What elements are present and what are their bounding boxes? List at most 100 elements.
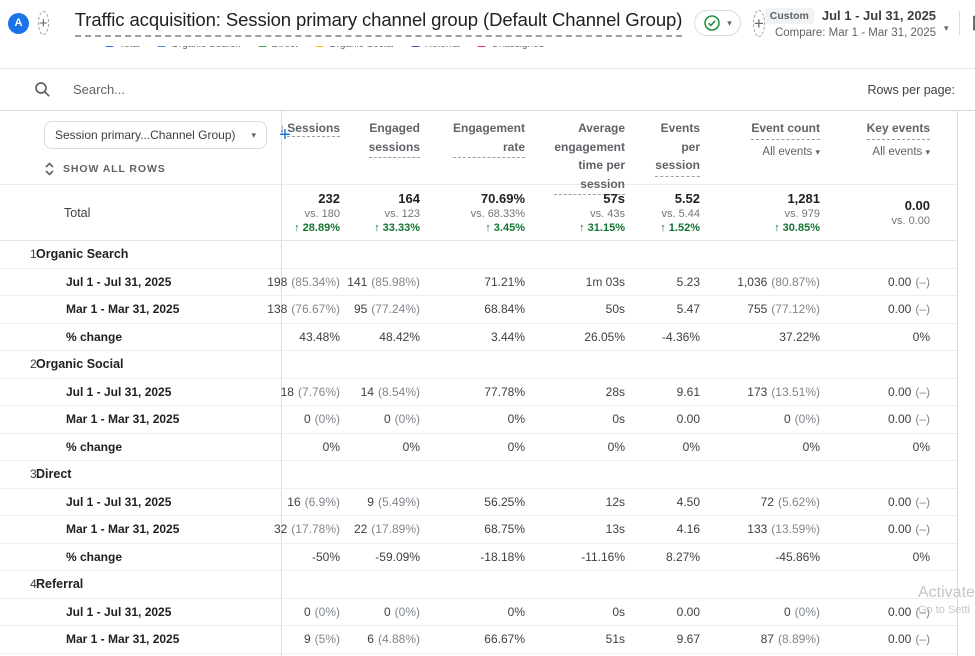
metric-value: -50% xyxy=(312,550,340,564)
chevron-down-icon[interactable]: ▾ xyxy=(944,24,949,33)
metric-cell: 87(8.89%) xyxy=(708,626,828,653)
metric-value: 9 xyxy=(304,632,311,646)
add-report-button[interactable]: + xyxy=(753,10,765,37)
column-header-engaged[interactable]: Engaged sessions xyxy=(348,111,428,195)
date-label-cell: Mar 1 - Mar 31, 2025 xyxy=(0,296,282,323)
metric-cell: 4.16 xyxy=(633,516,708,543)
chevron-down-icon: ▾ xyxy=(252,131,257,140)
metric-value: 0 xyxy=(384,412,391,426)
show-all-rows-button[interactable]: SHOW ALL ROWS xyxy=(44,162,166,176)
empty-metric-cell xyxy=(708,571,828,598)
chevron-down-icon: ▾ xyxy=(815,147,820,157)
account-avatar[interactable]: A xyxy=(8,13,29,34)
metric-value: 755 xyxy=(747,302,767,316)
dimension-dropdown[interactable]: Session primary...Channel Group) ▾ xyxy=(44,121,267,149)
metric-share-value: (85.98%) xyxy=(371,275,420,289)
total-vs-value: vs. 68.33% xyxy=(471,208,525,220)
metric-value: 0% xyxy=(913,440,930,454)
metric-cell: 9.67 xyxy=(633,626,708,653)
metric-value: 0.00 xyxy=(888,412,911,426)
metric-cell: 9.61 xyxy=(633,379,708,406)
legend-item-organic-search[interactable]: Organic Search xyxy=(157,46,240,50)
metric-cell: 71.21% xyxy=(428,269,533,296)
search-input[interactable] xyxy=(73,82,373,97)
empty-metric-cell xyxy=(348,461,428,488)
metric-cell: 138(76.67%) xyxy=(282,296,348,323)
empty-metric-cell xyxy=(828,571,958,598)
metric-cell: 22(17.89%) xyxy=(348,516,428,543)
pct-change-row: % change0%0%0%0%0%0%0% xyxy=(0,434,957,462)
empty-metric-cell xyxy=(708,351,828,378)
metric-cell: 72(5.62%) xyxy=(708,489,828,516)
column-header-events[interactable]: Events per session xyxy=(633,111,708,195)
channel-group-row[interactable]: 3Direct xyxy=(0,461,957,489)
metric-cell: 0.00(–) xyxy=(828,626,958,653)
metric-cell: -11.16% xyxy=(533,544,633,571)
metric-cell: 0.00(–) xyxy=(828,406,958,433)
date-row: Mar 1 - Mar 31, 20259(5%)6(4.88%)66.67%5… xyxy=(0,626,957,654)
legend-item-organic-social[interactable]: Organic Social xyxy=(315,46,394,50)
notes-icon[interactable] xyxy=(970,13,975,33)
empty-metric-cell xyxy=(633,461,708,488)
metric-value: 138 xyxy=(267,302,287,316)
metric-share-value: (0%) xyxy=(315,605,340,619)
channel-group-row[interactable]: 1Organic Search xyxy=(0,241,957,269)
total-change-value: ↑ 33.33% xyxy=(374,222,420,234)
date-label-cell: Jul 1 - Jul 31, 2025 xyxy=(0,489,282,516)
report-status-dropdown[interactable]: ▾ xyxy=(694,10,741,36)
dimension-header-cell: Session primary...Channel Group) ▾ + SHO… xyxy=(0,111,282,195)
column-header-event-count[interactable]: Event countAll events ▾ xyxy=(708,111,828,195)
channel-group-cell: 1Organic Search xyxy=(0,241,282,268)
add-comparison-button[interactable]: + xyxy=(38,11,49,35)
legend-item-direct[interactable]: Direct xyxy=(258,46,298,50)
empty-metric-cell xyxy=(633,571,708,598)
empty-metric-cell xyxy=(533,241,633,268)
metric-cell: 68.84% xyxy=(428,296,533,323)
channel-group-cell: 2Organic Social xyxy=(0,351,282,378)
metric-cell: 0% xyxy=(828,434,958,461)
channel-group-row[interactable]: 4Referral xyxy=(0,571,957,599)
page-title[interactable]: Traffic acquisition: Session primary cha… xyxy=(75,9,683,37)
analytics-report-page: A + Traffic acquisition: Session primary… xyxy=(0,0,975,656)
metric-cell: 755(77.12%) xyxy=(708,296,828,323)
divider xyxy=(959,11,960,35)
pct-change-row: % change-50%-59.09%-18.18%-11.16%8.27%-4… xyxy=(0,544,957,572)
empty-metric-cell xyxy=(828,241,958,268)
column-header-key-events[interactable]: Key eventsAll events ▾ xyxy=(828,111,958,195)
metric-cell: 0s xyxy=(533,406,633,433)
metric-value: -11.16% xyxy=(581,550,625,564)
legend-item-referral[interactable]: Referral xyxy=(411,46,461,50)
channel-group-row[interactable]: 2Organic Social xyxy=(0,351,957,379)
metric-cell: 0.00(–) xyxy=(828,269,958,296)
metric-share-value: (8.54%) xyxy=(378,385,420,399)
metric-cell: 0.00(–) xyxy=(828,296,958,323)
total-metric-cell: 5.52vs. 5.44↑ 1.52% xyxy=(633,185,708,240)
metric-value: 0 xyxy=(784,605,791,619)
metric-share-value: (17.89%) xyxy=(371,522,420,536)
metric-cell: 0(0%) xyxy=(282,406,348,433)
pct-change-row: % change43.48%48.42%3.44%26.05%-4.36%37.… xyxy=(0,324,957,352)
metric-cell: 95(77.24%) xyxy=(348,296,428,323)
legend-item-unassigned[interactable]: Unassigned xyxy=(477,46,544,50)
chevron-down-icon: ▾ xyxy=(925,147,930,157)
date-range-display[interactable]: Custom Jul 1 - Jul 31, 2025 Compare: Mar… xyxy=(765,8,936,39)
metric-selector[interactable]: All events ▾ xyxy=(872,144,930,162)
legend-item-total[interactable]: Total xyxy=(105,46,140,50)
metric-selector[interactable]: All events ▾ xyxy=(762,144,820,162)
metric-value: 13s xyxy=(606,522,625,536)
rows-per-page-label: Rows per page: xyxy=(867,83,975,97)
date-row: Jul 1 - Jul 31, 202518(7.76%)14(8.54%)77… xyxy=(0,379,957,407)
column-header-engagement[interactable]: Engagement rate xyxy=(428,111,533,195)
metric-cell: -45.86% xyxy=(708,544,828,571)
total-vs-value: vs. 123 xyxy=(385,208,420,220)
column-header-average[interactable]: Average engagement time per session xyxy=(533,111,633,195)
metric-cell: 4.50 xyxy=(633,489,708,516)
legend-label: Referral xyxy=(425,46,461,50)
date-range-label: Mar 1 - Mar 31, 2025 xyxy=(66,522,179,536)
metric-value: 1,036 xyxy=(737,275,767,289)
column-label: Engaged sessions xyxy=(369,119,420,158)
metric-cell: 26.05% xyxy=(533,324,633,351)
metric-cell: 1m 03s xyxy=(533,269,633,296)
metric-value: 0 xyxy=(784,412,791,426)
column-header-sessions[interactable]: ↓Sessions xyxy=(282,111,348,195)
